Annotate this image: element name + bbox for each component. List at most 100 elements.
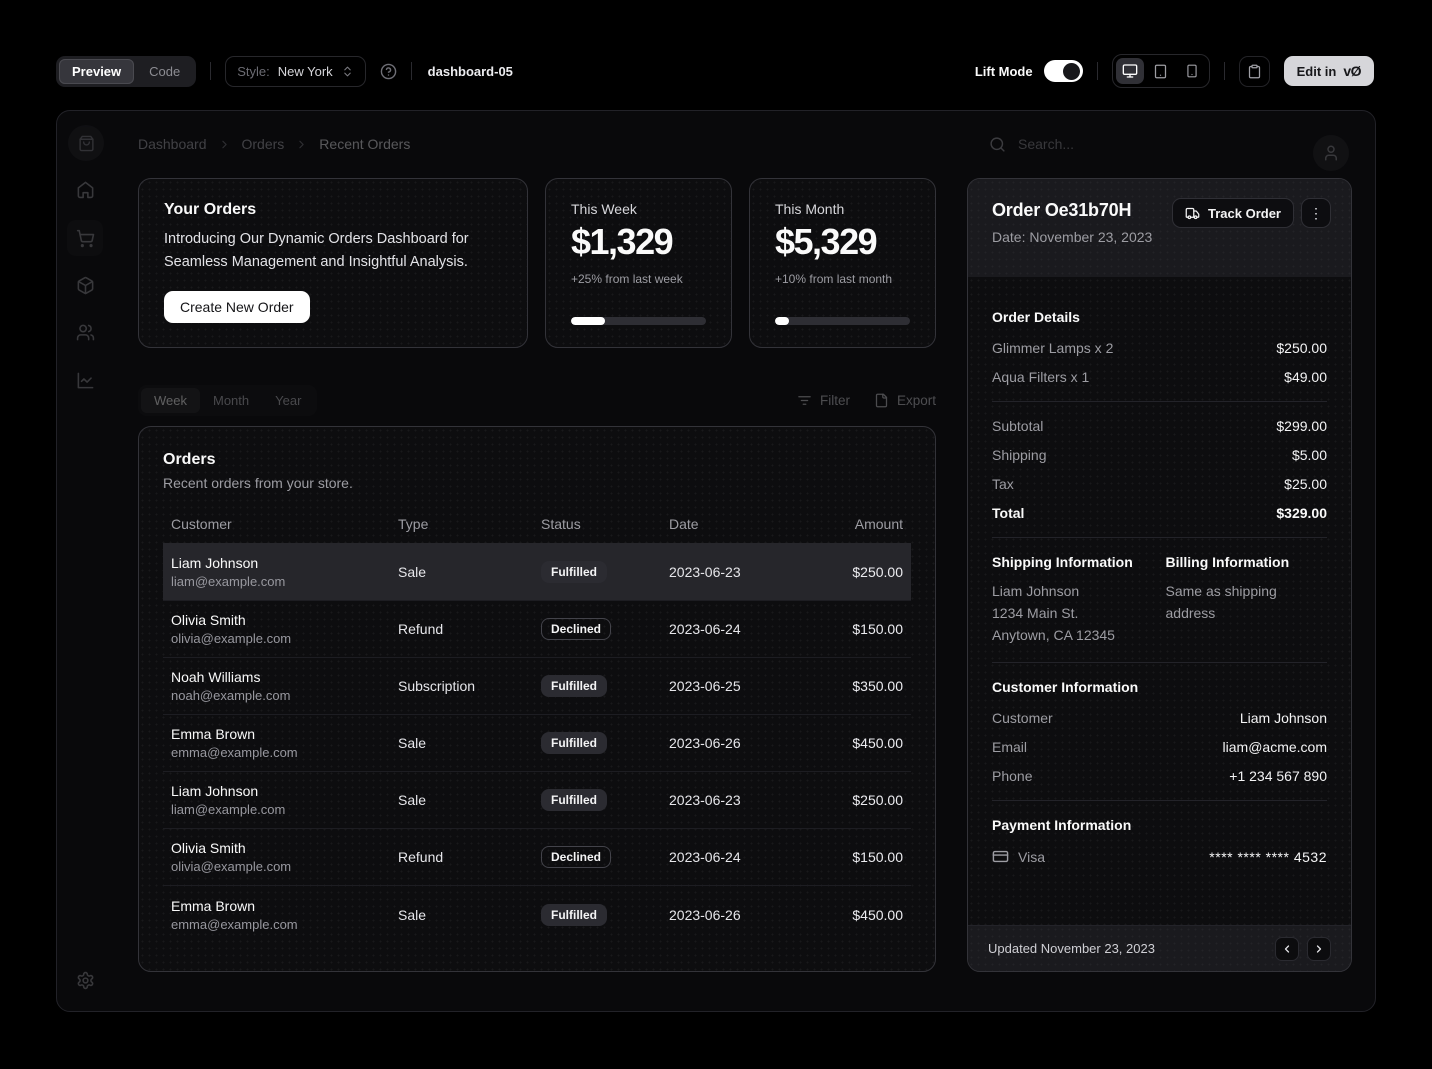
customer-email: olivia@example.com <box>171 631 292 646</box>
order-type: Refund <box>398 621 444 637</box>
billing-text: Same as shipping address <box>1165 583 1277 621</box>
code-tab[interactable]: Code <box>149 63 181 79</box>
address-line: 1234 Main St. <box>992 605 1079 621</box>
table-row[interactable]: Liam Johnson liam@example.com Sale Fulfi… <box>163 544 911 601</box>
create-new-order-button[interactable]: Create New Order <box>164 291 310 323</box>
order-panel-body: Order Details Glimmer Lamps x 2 $250.00 … <box>968 309 1351 865</box>
customer-info-list: Customer Liam Johnson Email liam@acme.co… <box>992 710 1327 784</box>
chevrons-up-down-icon <box>341 65 354 78</box>
sidebar-item-customers[interactable] <box>67 314 103 350</box>
item-name: Glimmer Lamps x 2 <box>992 340 1114 356</box>
stat-label: This Week <box>571 201 637 217</box>
stat-delta: +10% from last month <box>775 272 893 286</box>
search-input[interactable] <box>1016 135 1196 153</box>
customer-name: Olivia Smith <box>171 840 246 856</box>
order-type: Sale <box>398 564 427 580</box>
desktop-monitor-icon[interactable] <box>1115 58 1144 84</box>
column-header-amount: Amount <box>854 515 903 532</box>
table-row[interactable]: Noah Williams noah@example.com Subscript… <box>163 658 911 715</box>
customer-email: liam@example.com <box>171 802 286 817</box>
this-month-card: This Month $5,329 +10% from last month <box>749 178 936 348</box>
column-header-customer: Customer <box>171 515 232 532</box>
store-logo[interactable] <box>68 125 104 161</box>
order-date: 2023-06-26 <box>669 735 741 751</box>
lift-mode-toggle[interactable] <box>1043 60 1083 82</box>
total-row: Total $329.00 <box>992 505 1327 521</box>
tab-week[interactable]: Week <box>141 388 200 413</box>
order-items-list: Glimmer Lamps x 2 $250.00 Aqua Filters x… <box>992 340 1327 385</box>
track-order-button[interactable]: Track Order <box>1172 198 1294 228</box>
table-row[interactable]: Emma Brown emma@example.com Sale Fulfill… <box>163 886 911 943</box>
shopping-bag-icon <box>78 135 95 152</box>
filter-label: Filter <box>819 393 850 408</box>
toolbar-divider <box>1096 62 1098 80</box>
sidebar-item-home[interactable] <box>67 171 103 207</box>
info-label: Customer <box>992 710 1053 726</box>
user-icon <box>1322 144 1340 162</box>
status-badge: Fulfilled <box>541 789 607 811</box>
customer-email: liam@example.com <box>171 574 286 589</box>
clipboard-icon[interactable] <box>1238 55 1270 87</box>
export-button[interactable]: Export <box>874 393 936 408</box>
toggle-knob <box>1062 62 1080 80</box>
order-amount: $250.00 <box>852 792 903 808</box>
customer-info-row: Email liam@acme.com <box>992 739 1327 755</box>
payment-method-row: Visa **** **** **** 4532 <box>992 848 1327 865</box>
sidebar-item-analytics[interactable] <box>67 362 103 398</box>
edit-in-v0-button[interactable]: Edit in vØ <box>1283 56 1374 86</box>
table-row[interactable]: Emma Brown emma@example.com Sale Fulfill… <box>163 715 911 772</box>
order-details-heading: Order Details <box>992 309 1080 325</box>
tab-year[interactable]: Year <box>275 393 302 408</box>
order-amount: $450.00 <box>852 906 903 923</box>
order-date: 2023-06-24 <box>669 621 741 637</box>
chevron-right-icon[interactable] <box>1307 936 1331 961</box>
order-type: Sale <box>398 792 427 808</box>
preview-tab[interactable]: Preview <box>59 58 135 84</box>
sidebar-item-settings[interactable] <box>67 962 103 998</box>
summary-row: Shipping $5.00 <box>992 447 1327 463</box>
avatar[interactable] <box>1313 135 1349 171</box>
progress-bar <box>775 317 910 325</box>
style-select[interactable]: Style: New York <box>225 55 366 87</box>
orders-table-card: Orders Recent orders from your store. Cu… <box>138 426 936 972</box>
order-date: 2023-06-26 <box>669 906 741 923</box>
column-header-type: Type <box>398 515 429 532</box>
item-price: $49.00 <box>1284 369 1327 385</box>
breadcrumb-orders[interactable]: Orders <box>241 136 285 152</box>
item-name: Aqua Filters x 1 <box>992 369 1090 385</box>
customer-email: noah@example.com <box>171 688 291 703</box>
table-row[interactable]: Olivia Smith olivia@example.com Refund D… <box>163 601 911 658</box>
filter-button[interactable]: Filter <box>797 393 850 408</box>
stat-value: $1,329 <box>571 221 674 262</box>
help-icon[interactable] <box>380 63 397 80</box>
progress-fill <box>775 317 789 325</box>
smartphone-icon[interactable] <box>1178 58 1206 84</box>
order-summary-list: Subtotal $299.00 Shipping $5.00 Tax $25.… <box>992 418 1327 521</box>
tablet-icon[interactable] <box>1147 58 1175 84</box>
top-cards-row: Your Orders Introducing Our Dynamic Orde… <box>138 178 936 348</box>
style-select-label: Style: <box>237 63 270 79</box>
chevron-right-icon <box>295 138 308 151</box>
customer-email: olivia@example.com <box>171 859 292 874</box>
order-type: Subscription <box>398 678 476 694</box>
sidebar-item-products[interactable] <box>67 267 103 303</box>
status-badge: Fulfilled <box>541 903 607 926</box>
table-row[interactable]: Olivia Smith olivia@example.com Refund D… <box>163 829 911 886</box>
order-pagination <box>1275 936 1331 961</box>
chevron-left-icon[interactable] <box>1275 936 1299 961</box>
users-icon <box>76 323 95 342</box>
order-panel-footer: Updated November 23, 2023 <box>968 925 1351 971</box>
customer-info-row: Phone +1 234 567 890 <box>992 768 1327 784</box>
table-row[interactable]: Liam Johnson liam@example.com Sale Fulfi… <box>163 772 911 829</box>
main-column: Your Orders Introducing Our Dynamic Orde… <box>138 178 936 972</box>
style-select-value: New York <box>277 63 333 79</box>
period-tabs: Week Month Year <box>138 385 317 416</box>
breadcrumb: Dashboard Orders Recent Orders <box>138 136 410 152</box>
track-order-label: Track Order <box>1208 205 1281 221</box>
order-date: 2023-06-25 <box>669 678 741 694</box>
sidebar-item-orders[interactable] <box>67 220 103 256</box>
breadcrumb-dashboard[interactable]: Dashboard <box>138 136 207 152</box>
kebab-menu-icon[interactable]: ⋮ <box>1301 198 1331 228</box>
customer-email: emma@example.com <box>171 916 298 932</box>
tab-month[interactable]: Month <box>213 393 250 408</box>
